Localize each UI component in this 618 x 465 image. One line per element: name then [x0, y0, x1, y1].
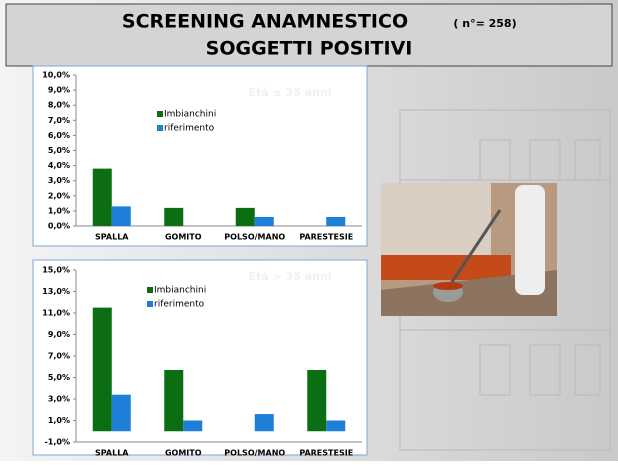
y-tick-label: 7,0%: [48, 116, 70, 125]
y-tick-label: 15,0%: [42, 266, 70, 275]
x-tick-label: SPALLA: [95, 449, 129, 458]
y-tick-label: 3,0%: [48, 176, 70, 185]
y-tick-label: 11,0%: [42, 309, 70, 318]
bar: [183, 421, 202, 432]
y-tick-label: 4,0%: [48, 161, 70, 170]
photo: [381, 183, 557, 316]
legend-swatch: [157, 125, 163, 131]
bar: [93, 169, 112, 226]
bar: [255, 217, 274, 226]
slide: SCREENING ANAMNESTICO ( n°= 258) SOGGETT…: [0, 0, 618, 461]
legend-swatch: [147, 301, 153, 307]
y-tick-label: 1,0%: [48, 416, 70, 425]
y-tick-label: 3,0%: [48, 395, 70, 404]
legend-label: Imbianchini: [164, 110, 216, 120]
y-tick-label: 6,0%: [48, 131, 70, 140]
bar: [307, 370, 326, 431]
legend-label: riferimento: [164, 124, 215, 134]
y-tick-label: 5,0%: [48, 146, 70, 155]
bar: [255, 414, 274, 431]
subtitle: SOGGETTI POSITIVI: [206, 38, 413, 60]
x-tick-label: PARESTESIE: [299, 449, 353, 458]
bar: [112, 206, 131, 226]
y-tick-label: 5,0%: [48, 373, 70, 382]
y-tick-label: 2,0%: [48, 191, 70, 200]
y-tick-label: 9,0%: [48, 86, 70, 95]
title-note: ( n°= 258): [453, 17, 516, 30]
bar: [112, 395, 131, 432]
x-tick-label: POLSO/MANO: [224, 449, 285, 458]
legend-swatch: [147, 287, 153, 293]
legend-swatch: [157, 111, 163, 117]
annotation: Età ≤ 35 anni: [248, 86, 331, 99]
bar: [326, 217, 345, 226]
bar: [93, 308, 112, 432]
annotation: Età > 35 anni: [248, 270, 331, 283]
bar: [164, 370, 183, 431]
page: SCREENING ANAMNESTICO ( n°= 258) SOGGETT…: [0, 0, 618, 461]
x-tick-label: GOMITO: [165, 233, 202, 242]
y-tick-label: 0,0%: [48, 222, 70, 231]
legend-label: Imbianchini: [154, 286, 206, 296]
x-tick-label: POLSO/MANO: [224, 233, 285, 242]
legend-label: riferimento: [154, 300, 205, 310]
bar: [164, 208, 183, 226]
y-tick-label: -1,0%: [44, 438, 70, 447]
bar: [236, 208, 255, 226]
y-tick-label: 1,0%: [48, 206, 70, 215]
y-tick-label: 13,0%: [42, 287, 70, 296]
bar: [326, 421, 345, 432]
x-tick-label: PARESTESIE: [299, 233, 353, 242]
y-tick-label: 7,0%: [48, 352, 70, 361]
x-tick-label: SPALLA: [95, 233, 129, 242]
title: SCREENING ANAMNESTICO: [122, 11, 408, 33]
x-tick-label: GOMITO: [165, 449, 202, 458]
y-tick-label: 9,0%: [48, 330, 70, 339]
y-tick-label: 8,0%: [48, 101, 70, 110]
y-tick-label: 10,0%: [42, 71, 70, 80]
